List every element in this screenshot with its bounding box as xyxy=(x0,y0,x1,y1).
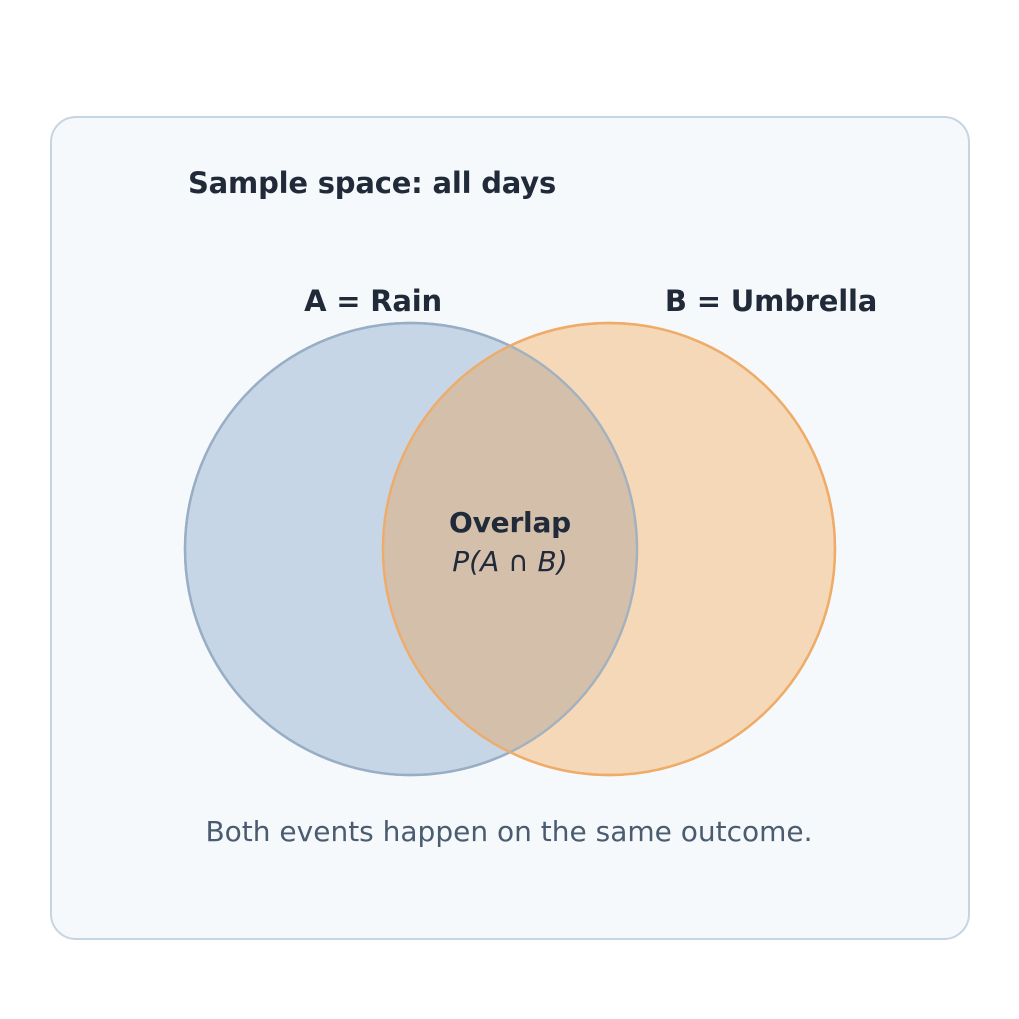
formula-set-b: B xyxy=(537,544,557,578)
overlap-formula: P(A ∩ B) xyxy=(449,544,571,578)
formula-suffix: ) xyxy=(556,544,568,578)
set-a-label: A = Rain xyxy=(304,284,442,318)
formula-set-a: A xyxy=(480,544,500,578)
overlap-heading: Overlap xyxy=(449,506,571,539)
page-title: Sample space: all days xyxy=(188,166,557,200)
figure-caption: Both events happen on the same outcome. xyxy=(205,815,813,848)
overlap-annotation: Overlap P(A ∩ B) xyxy=(449,506,571,578)
set-b-label: B = Umbrella xyxy=(664,284,878,318)
intersection-operator-icon: ∩ xyxy=(499,544,538,578)
formula-prefix: P( xyxy=(452,544,481,578)
